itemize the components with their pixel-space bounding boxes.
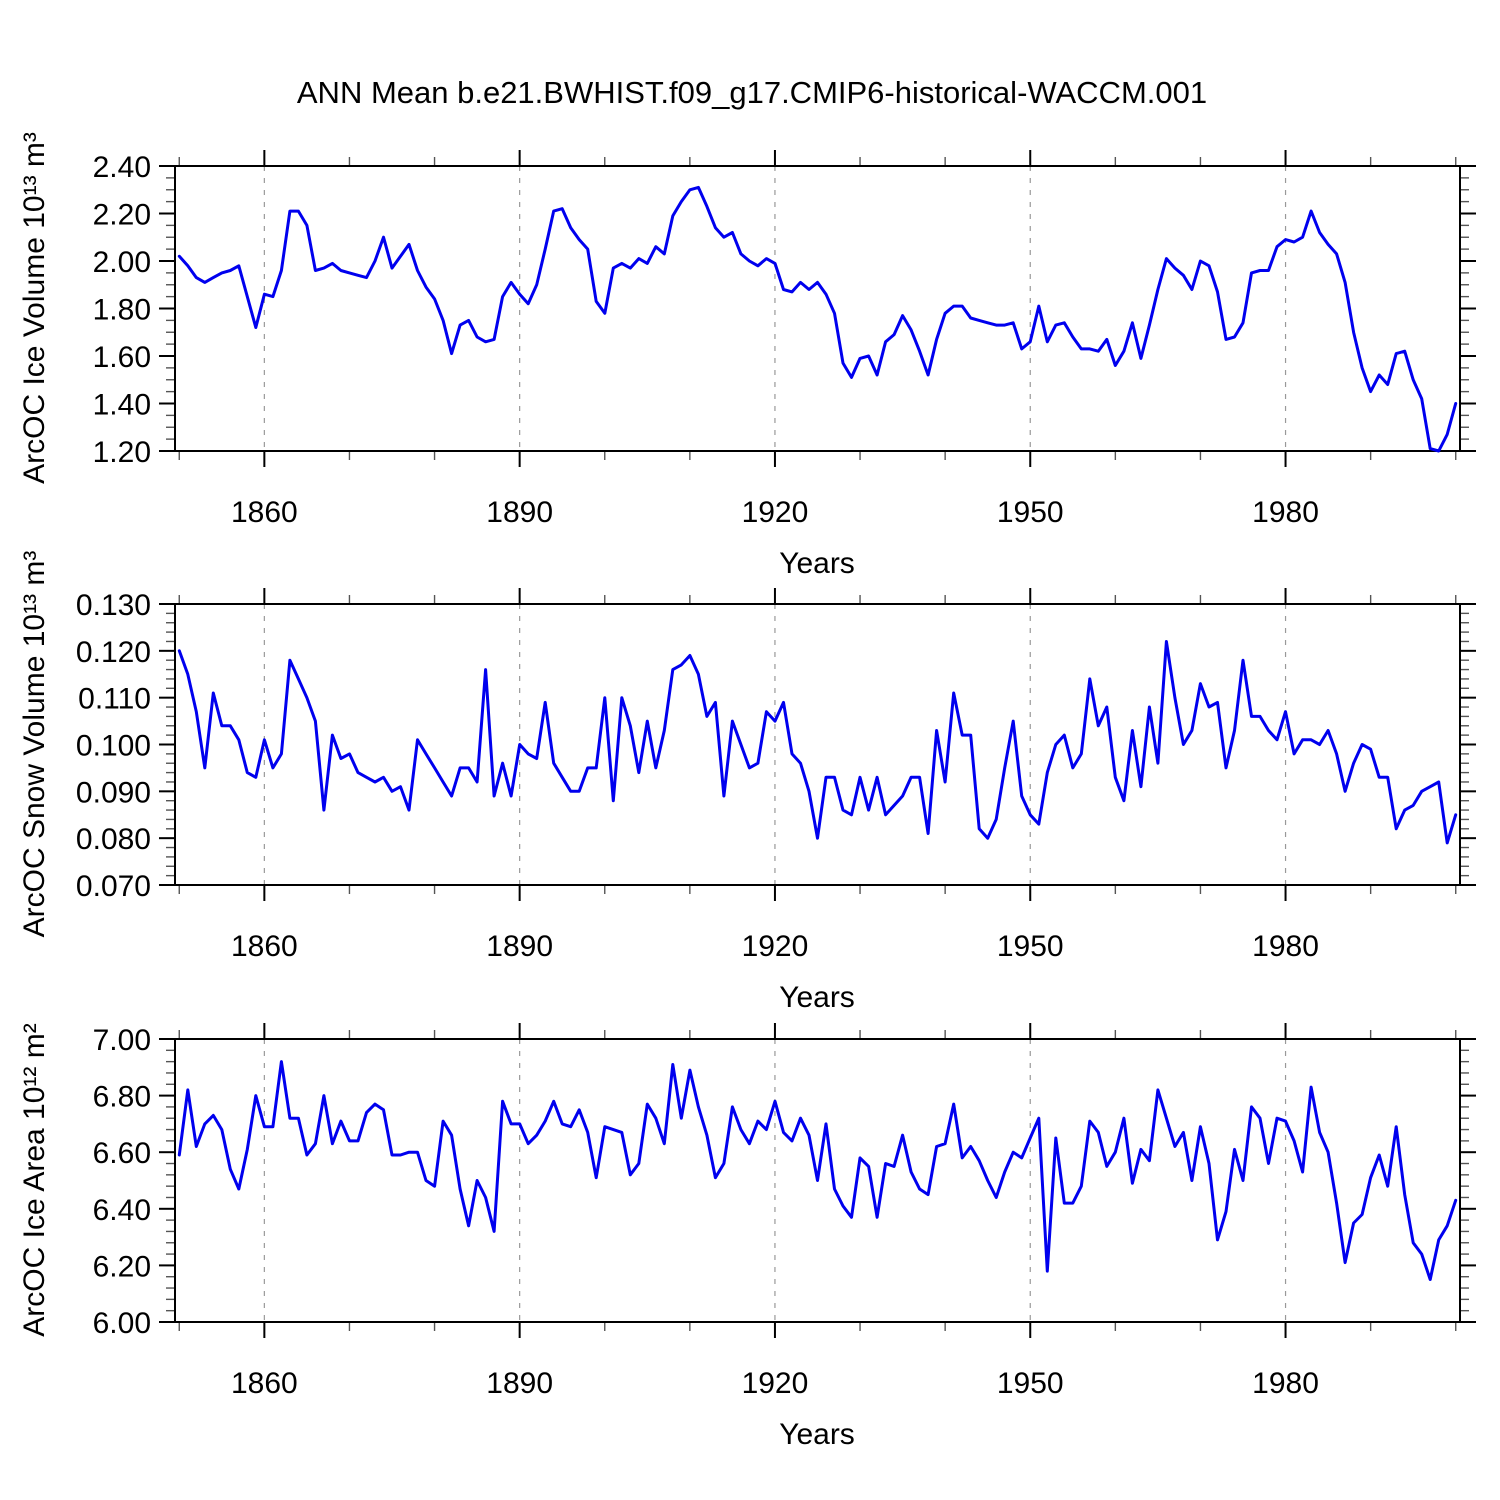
y-tick-label: 0.120 — [76, 636, 151, 669]
y-tick-label: 1.20 — [93, 436, 151, 469]
x-axis-title-years-3: Years — [779, 1418, 855, 1451]
x-tick-label: 1920 — [742, 930, 809, 963]
x-tick-label: 1890 — [486, 496, 553, 529]
plot-frame — [174, 165, 1461, 452]
y-tick-label: 6.60 — [93, 1137, 151, 1170]
y-tick-label: 1.80 — [93, 294, 151, 327]
y-tick-label: 2.20 — [93, 199, 151, 232]
y-tick-label: 0.090 — [76, 776, 151, 809]
x-tick-label: 1980 — [1252, 930, 1319, 963]
panel-ice-volume: ArcOC Ice Volume 10¹³ m³ Years 1860 1890 1… — [18, 132, 1476, 580]
figure-title: ANN Mean b.e21.BWHIST.f09_g17.CMIP6-hist… — [297, 75, 1207, 110]
data-line — [177, 640, 1458, 845]
panel-snow-volume: ArcOC Snow Volume 10¹³ m³ Years 1860 1890… — [18, 551, 1476, 1014]
y-tick-label: 7.00 — [93, 1024, 151, 1057]
x-axis-title-years-2: Years — [779, 981, 855, 1014]
y-tick-label: 0.100 — [76, 730, 151, 763]
x-tick-label: 1860 — [231, 1367, 298, 1400]
y-tick-label: 6.20 — [93, 1250, 151, 1283]
x-tick-label: 1920 — [742, 496, 809, 529]
x-tick-label: 1890 — [486, 930, 553, 963]
panel-ice-area: ArcOC Ice Area 10¹² m² Years 1860 1890 192… — [18, 1023, 1476, 1451]
y-axis-title-ice-volume: ArcOC Ice Volume 10¹³ m³ — [18, 132, 51, 484]
x-tick-label: 1950 — [997, 1367, 1064, 1400]
plot-frame — [174, 1038, 1461, 1323]
y-tick-label: 6.00 — [93, 1307, 151, 1340]
x-axis-title-years-1: Years — [779, 547, 855, 580]
data-line — [177, 1060, 1458, 1281]
y-tick-label: 0.070 — [76, 870, 151, 903]
y-tick-label: 2.00 — [93, 246, 151, 279]
x-tick-label: 1950 — [997, 930, 1064, 963]
y-tick-label: 0.110 — [78, 683, 151, 716]
y-tick-label: 6.40 — [93, 1194, 151, 1227]
y-axis-title-ice-area: ArcOC Ice Area 10¹² m² — [18, 1023, 51, 1336]
y-tick-label: 1.60 — [93, 341, 151, 374]
x-tick-label: 1860 — [231, 496, 298, 529]
plot-frame — [174, 603, 1461, 886]
y-tick-label: 6.80 — [93, 1081, 151, 1114]
x-tick-label: 1890 — [486, 1367, 553, 1400]
y-axis-title-snow-volume: ArcOC Snow Volume 10¹³ m³ — [18, 551, 51, 938]
x-tick-label: 1980 — [1252, 1367, 1319, 1400]
y-tick-label: 2.40 — [93, 151, 151, 184]
x-tick-label: 1860 — [231, 930, 298, 963]
x-tick-label: 1950 — [997, 496, 1064, 529]
y-tick-label: 0.130 — [76, 589, 151, 622]
y-tick-label: 1.40 — [93, 389, 151, 422]
x-tick-label: 1920 — [742, 1367, 809, 1400]
y-tick-label: 0.080 — [76, 823, 151, 856]
data-line — [177, 185, 1458, 453]
x-tick-label: 1980 — [1252, 496, 1319, 529]
